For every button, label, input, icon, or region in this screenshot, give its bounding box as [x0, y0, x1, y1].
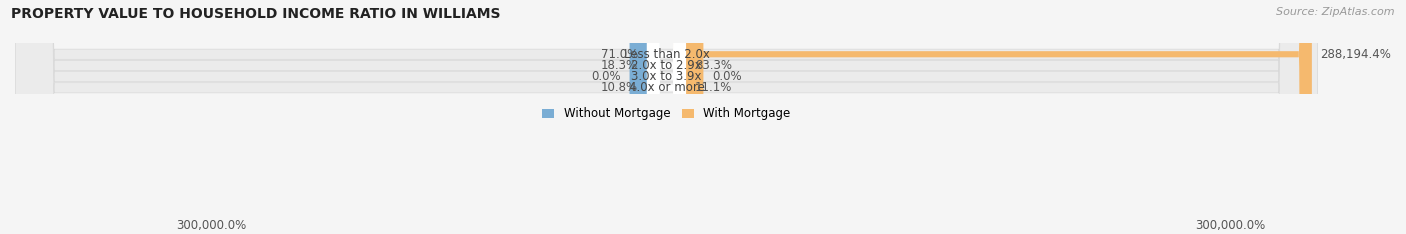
- FancyBboxPatch shape: [647, 0, 686, 234]
- Text: Source: ZipAtlas.com: Source: ZipAtlas.com: [1277, 7, 1395, 17]
- FancyBboxPatch shape: [647, 0, 686, 234]
- FancyBboxPatch shape: [15, 0, 1317, 234]
- Text: 300,000.0%: 300,000.0%: [176, 219, 246, 232]
- FancyBboxPatch shape: [647, 0, 686, 234]
- Text: Less than 2.0x: Less than 2.0x: [623, 48, 710, 61]
- Text: 0.0%: 0.0%: [592, 70, 621, 83]
- Text: 288,194.4%: 288,194.4%: [1320, 48, 1392, 61]
- Text: 0.0%: 0.0%: [711, 70, 742, 83]
- Text: 11.1%: 11.1%: [695, 81, 733, 94]
- Text: 83.3%: 83.3%: [695, 59, 733, 72]
- Text: 10.8%: 10.8%: [602, 81, 638, 94]
- Legend: Without Mortgage, With Mortgage: Without Mortgage, With Mortgage: [543, 107, 790, 121]
- Text: 300,000.0%: 300,000.0%: [1195, 219, 1265, 232]
- FancyBboxPatch shape: [634, 0, 659, 234]
- Text: 2.0x to 2.9x: 2.0x to 2.9x: [631, 59, 702, 72]
- FancyBboxPatch shape: [634, 0, 659, 234]
- Text: PROPERTY VALUE TO HOUSEHOLD INCOME RATIO IN WILLIAMS: PROPERTY VALUE TO HOUSEHOLD INCOME RATIO…: [11, 7, 501, 21]
- FancyBboxPatch shape: [686, 0, 703, 234]
- FancyBboxPatch shape: [686, 0, 1312, 234]
- FancyBboxPatch shape: [634, 0, 659, 234]
- Text: 18.3%: 18.3%: [602, 59, 638, 72]
- FancyBboxPatch shape: [647, 0, 686, 234]
- FancyBboxPatch shape: [673, 0, 699, 234]
- Text: 71.0%: 71.0%: [600, 48, 638, 61]
- FancyBboxPatch shape: [15, 0, 1317, 234]
- Text: 3.0x to 3.9x: 3.0x to 3.9x: [631, 70, 702, 83]
- FancyBboxPatch shape: [15, 0, 1317, 234]
- FancyBboxPatch shape: [630, 0, 647, 234]
- FancyBboxPatch shape: [673, 0, 699, 234]
- Text: 4.0x or more: 4.0x or more: [628, 81, 704, 94]
- FancyBboxPatch shape: [15, 0, 1317, 234]
